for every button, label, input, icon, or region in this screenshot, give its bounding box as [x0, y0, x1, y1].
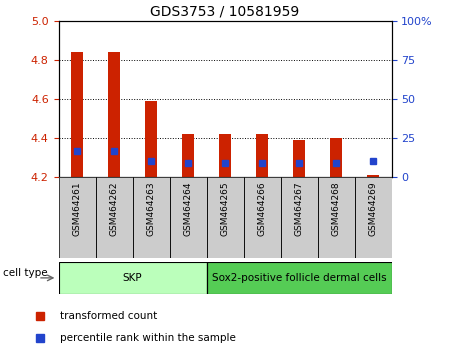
Text: Sox2-positive follicle dermal cells: Sox2-positive follicle dermal cells [212, 273, 386, 283]
Text: GSM464267: GSM464267 [294, 181, 303, 236]
Bar [280, 177, 318, 258]
Text: SKP: SKP [123, 273, 142, 283]
Bar [292, 140, 306, 177]
Bar [58, 177, 95, 258]
Text: GSM464261: GSM464261 [72, 181, 81, 236]
Bar [355, 177, 392, 258]
Bar [318, 177, 355, 258]
Bar [280, 177, 318, 258]
Text: GSM464263: GSM464263 [147, 181, 156, 236]
Bar [243, 177, 280, 258]
Bar [207, 262, 392, 294]
Bar [181, 134, 194, 177]
Bar [58, 262, 207, 294]
Title: GDS3753 / 10581959: GDS3753 / 10581959 [150, 5, 300, 19]
Text: transformed count: transformed count [60, 311, 158, 321]
Bar [367, 175, 379, 177]
Bar [329, 138, 342, 177]
Bar [108, 52, 121, 177]
Bar [95, 177, 132, 258]
Bar [207, 262, 392, 294]
Bar [256, 134, 269, 177]
Text: GSM464262: GSM464262 [109, 181, 118, 235]
Bar [132, 177, 170, 258]
Bar [58, 177, 95, 258]
Text: GSM464266: GSM464266 [257, 181, 266, 236]
Bar [207, 177, 243, 258]
Bar [95, 177, 132, 258]
Bar [318, 177, 355, 258]
Bar [144, 101, 158, 177]
Bar [219, 134, 231, 177]
Bar [355, 177, 392, 258]
Bar [243, 177, 280, 258]
Bar [170, 177, 207, 258]
Text: GSM464265: GSM464265 [220, 181, 230, 236]
Bar [58, 262, 207, 294]
Text: GSM464269: GSM464269 [369, 181, 378, 236]
Text: percentile rank within the sample: percentile rank within the sample [60, 333, 236, 343]
Bar [132, 177, 170, 258]
Text: GSM464268: GSM464268 [332, 181, 341, 236]
Text: cell type: cell type [3, 268, 48, 278]
Bar [207, 177, 243, 258]
Bar [71, 52, 84, 177]
Text: GSM464264: GSM464264 [184, 181, 193, 235]
Bar [170, 177, 207, 258]
